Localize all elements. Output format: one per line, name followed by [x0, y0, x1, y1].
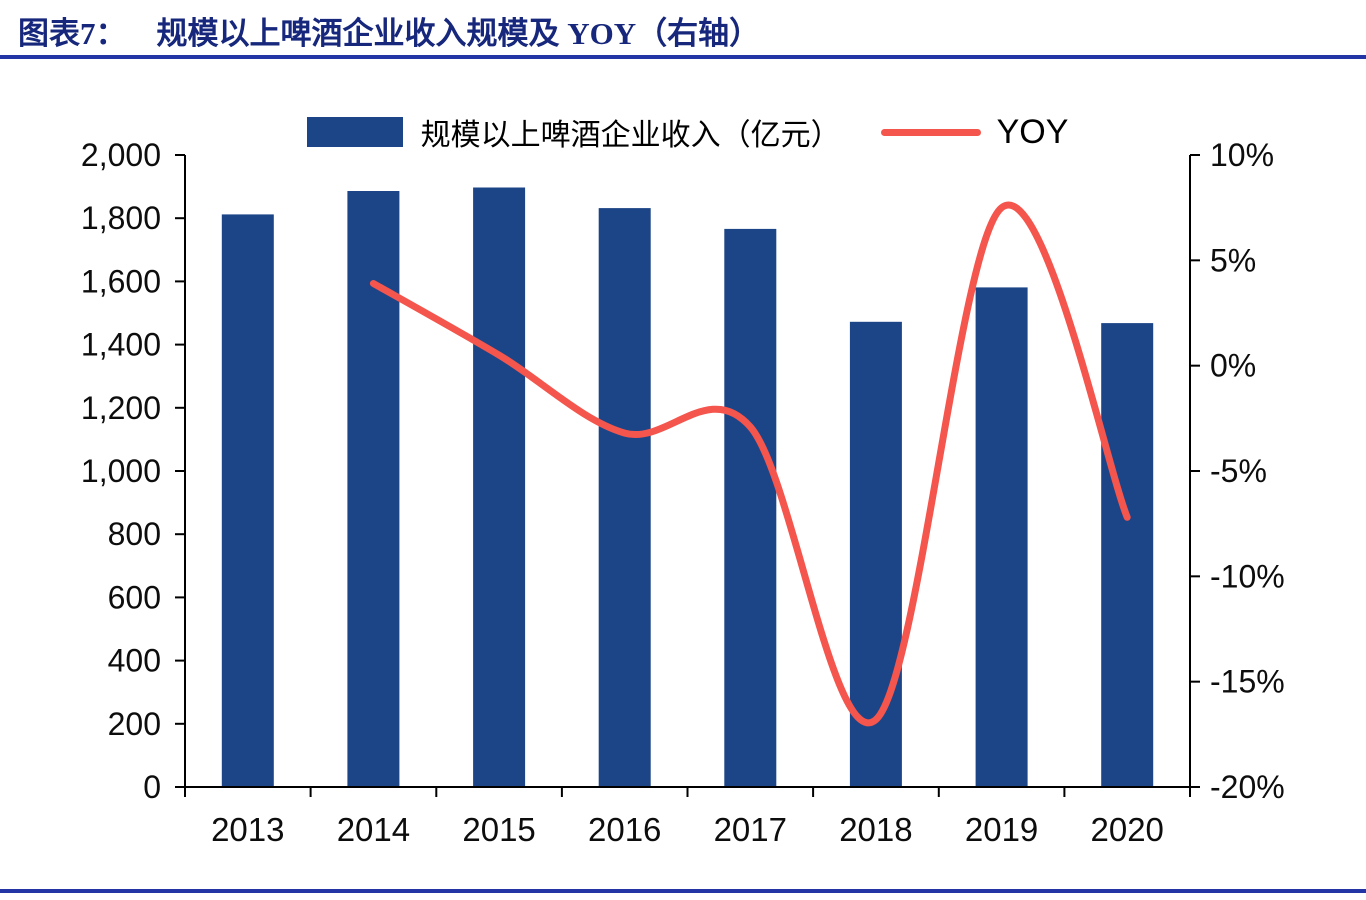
- left-axis-tick-label: 1,400: [81, 327, 161, 363]
- right-axis-tick-label: -10%: [1210, 558, 1285, 594]
- left-axis-tick-label: 1,600: [81, 263, 161, 299]
- bar-line-chart: 0 200 400 600 800 1,000 1,200 1,400 1,600 1,800 2,…: [81, 140, 1285, 848]
- right-axis-tick-label: -20%: [1210, 769, 1285, 805]
- left-axis-tick-label: 1,000: [81, 453, 161, 489]
- right-axis-tick-label: 0%: [1210, 348, 1256, 384]
- left-axis-tick-label: 200: [108, 706, 161, 742]
- figure-header: 图表7： 规模以上啤酒企业收入规模及 YOY（右轴）: [18, 8, 760, 53]
- x-axis-label: 2013: [211, 811, 284, 848]
- x-axis-label: 2019: [965, 811, 1038, 848]
- x-axis-label: 2015: [462, 811, 535, 848]
- right-axis-tick-label: 10%: [1210, 140, 1274, 173]
- left-axis-tick-label: 800: [108, 516, 161, 552]
- revenue-bar: [849, 321, 902, 787]
- revenue-bar: [221, 214, 274, 787]
- revenue-bar: [598, 208, 651, 788]
- x-axis-label: 2016: [588, 811, 661, 848]
- x-axis-label: 2014: [337, 811, 410, 848]
- right-axis-tick-label: 5%: [1210, 242, 1256, 278]
- yoy-line: [369, 201, 1131, 727]
- left-axis-tick-label: 400: [108, 643, 161, 679]
- chart-legend: 规模以上啤酒企业收入（亿元） YOY: [185, 110, 1190, 154]
- bar-legend-label: 规模以上啤酒企业收入（亿元）: [420, 119, 841, 152]
- left-axis-tick-label: 1,800: [81, 200, 161, 236]
- top-divider: [0, 55, 1366, 59]
- right-axis-tick-label: -5%: [1210, 453, 1267, 489]
- bottom-divider: [0, 889, 1366, 893]
- revenue-bar: [975, 287, 1028, 787]
- figure-number: 图表7：: [18, 16, 127, 51]
- x-axis-label: 2018: [839, 811, 912, 848]
- left-axis-tick-label: 1,200: [81, 390, 161, 426]
- bar-legend-swatch: [306, 117, 403, 147]
- left-axis-tick-label: 2,000: [81, 140, 161, 173]
- figure-title: 规模以上啤酒企业收入规模及 YOY（右轴）: [156, 16, 761, 51]
- x-axis-label: 2017: [714, 811, 787, 848]
- left-axis-tick-label: 600: [108, 579, 161, 615]
- line-legend-swatch: [880, 128, 981, 136]
- x-axis-label: 2020: [1090, 811, 1163, 848]
- left-axis-tick-label: 0: [143, 769, 161, 805]
- revenue-bar: [1101, 323, 1154, 787]
- line-legend-label: YOY: [996, 112, 1069, 151]
- revenue-bar: [473, 187, 526, 787]
- right-axis-tick-label: -15%: [1210, 664, 1285, 700]
- revenue-bar: [724, 228, 777, 787]
